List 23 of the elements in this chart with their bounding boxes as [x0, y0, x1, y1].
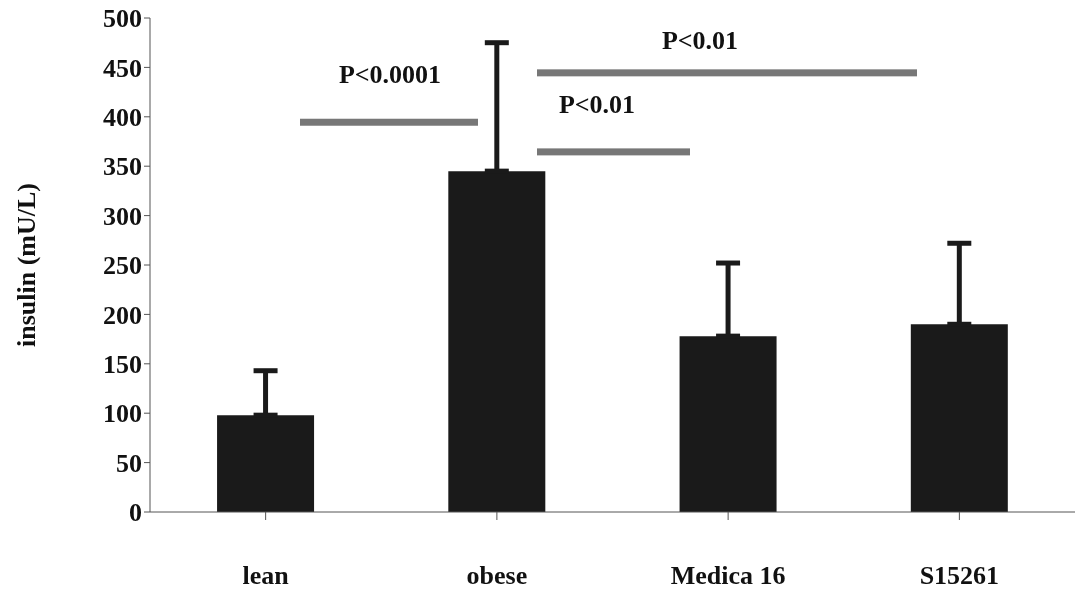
y-tick-label: 150 — [103, 350, 142, 380]
bar — [448, 171, 546, 512]
annotation: P<0.01 — [558, 89, 636, 119]
x-tick-label: Medica 16 — [670, 561, 786, 590]
bar — [679, 336, 777, 512]
x-tick-label: S15261 — [919, 561, 1000, 590]
y-tick-label: 300 — [103, 201, 142, 231]
y-tick-label: 250 — [103, 251, 142, 281]
y-axis-title: insulin (mU/L) — [12, 183, 42, 347]
annotation: P<0.0001 — [338, 60, 442, 90]
y-tick-label: 400 — [103, 103, 142, 133]
y-tick-label: 200 — [103, 300, 142, 330]
y-tick-label: 500 — [103, 4, 142, 34]
bar — [910, 324, 1008, 512]
x-tick-label: lean — [242, 561, 290, 590]
y-tick-label: 450 — [103, 53, 142, 83]
y-tick-label: 100 — [103, 399, 142, 429]
x-tick-label: obese — [466, 561, 528, 590]
y-tick-label: 0 — [129, 498, 142, 528]
y-tick-label: 50 — [116, 448, 142, 478]
annotation: P<0.01 — [661, 25, 739, 55]
y-tick-label: 350 — [103, 152, 142, 182]
bar — [217, 415, 315, 512]
